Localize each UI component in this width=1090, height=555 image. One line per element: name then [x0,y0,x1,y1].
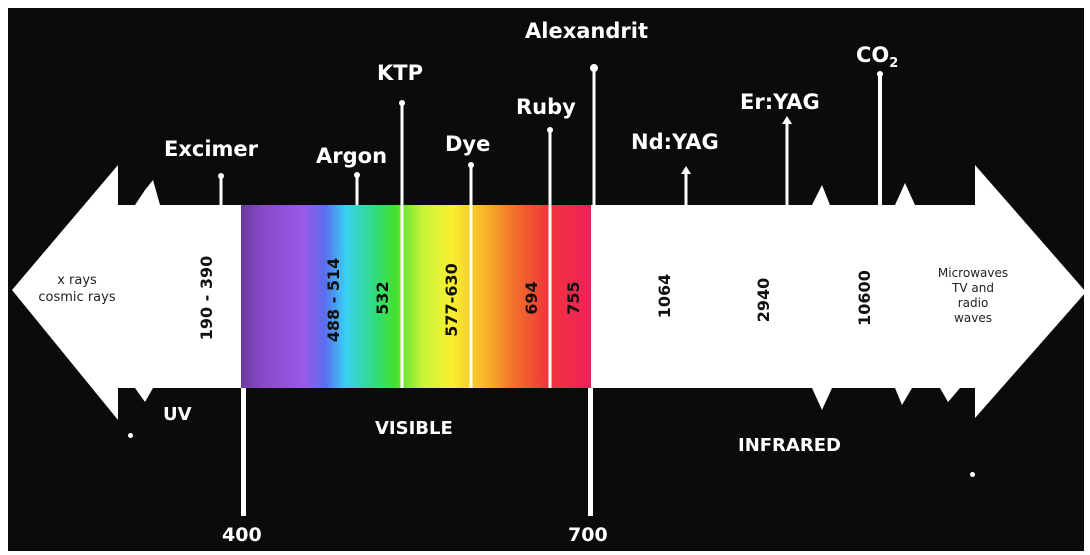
wavelength-dye: 577-630 [442,263,461,337]
laser-label-dye: Dye [445,132,491,156]
laser-label-eryag: Er:YAG [740,90,820,114]
wavelength-ktp: 532 [373,281,392,315]
pointer-head-ktp [399,100,405,106]
wavelength-ruby: 694 [522,281,541,315]
laser-label-ktp: KTP [377,61,423,85]
visible-spectrum [241,205,591,388]
region-label-infrared: INFRARED [738,435,841,456]
pointer-head-argon [354,172,360,178]
laser-label-argon: Argon [316,144,388,168]
co2-main: CO [856,43,890,67]
pointer-head-eryag [782,116,792,124]
boundary-line-400 [241,388,246,516]
pointer-head-ruby [547,127,553,133]
wavelength-alexandrite: 755 [564,281,583,315]
laser-label-ruby: Ruby [516,95,576,119]
wavelength-ndyag: 1064 [655,273,674,319]
wavelength-excimer: 190 - 390 [197,255,216,341]
region-label-visible: VISIBLE [375,418,453,439]
laser-label-co2: CO2 [856,43,899,72]
laser-label-alexandrite: Alexandrit [525,19,648,43]
wavelength-co2: 10600 [855,270,874,326]
right-arrow-text: Microwaves TV and radio waves [937,266,1009,325]
boundary-line-700 [588,388,593,516]
wavelength-eryag: 2940 [754,277,773,323]
bound-label-700: 700 [568,524,608,546]
pointer-head-alexandrite [590,64,598,72]
stray-dot-left [128,433,133,438]
bound-label-400: 400 [222,524,262,546]
laser-pointers [218,64,883,388]
wavelength-argon: 488 - 514 [324,257,343,343]
pointer-head-ndyag [681,166,691,174]
pointer-head-dye [468,162,474,168]
laser-label-excimer: Excimer [164,137,259,161]
pointer-head-co2 [877,71,883,77]
left-arrow-text: x rays cosmic rays [38,273,116,305]
region-label-uv: UV [163,404,192,425]
co2-subscript: 2 [889,56,899,72]
pointer-head-excimer [218,173,224,179]
laser-label-ndyag: Nd:YAG [631,130,719,154]
stray-dot-right [970,472,975,477]
